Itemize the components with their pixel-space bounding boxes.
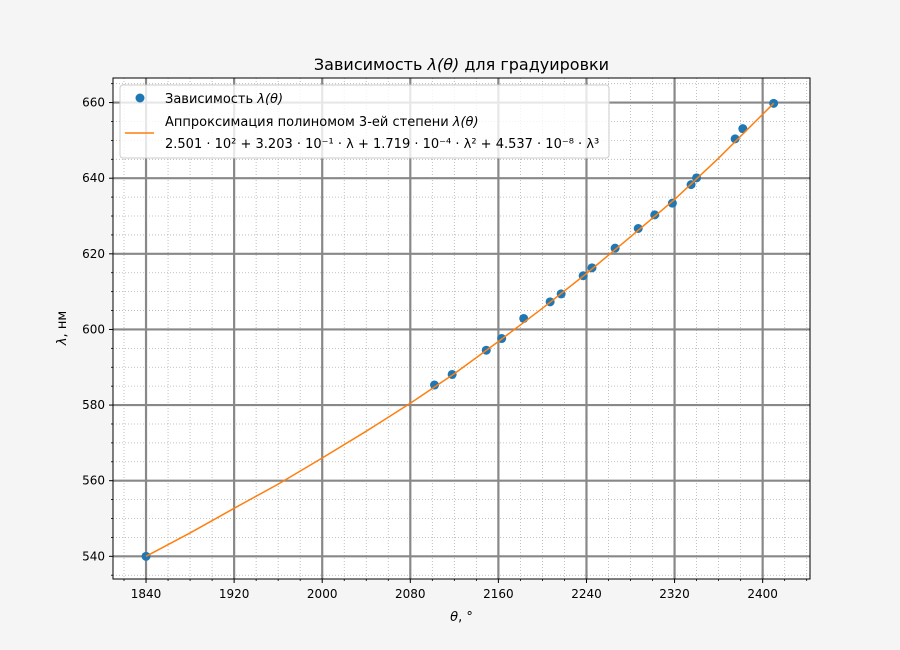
legend-label-fit: Аппроксимация полиномом 3-ей степени λ(θ…: [165, 115, 479, 130]
y-tick-label: 640: [82, 171, 105, 185]
legend: Зависимость λ(θ) Аппроксимация полиномом…: [119, 84, 610, 159]
y-tick-label: 540: [82, 549, 105, 563]
x-tick-label: 2400: [747, 587, 778, 601]
y-axis-label: λ, нм: [55, 311, 70, 346]
major-grid: [113, 78, 810, 579]
x-tick-label: 2320: [659, 587, 690, 601]
legend-marker-points: [135, 93, 145, 103]
y-tick-label: 620: [82, 247, 105, 261]
data-point: [730, 134, 740, 144]
y-tick-label: 580: [82, 398, 105, 412]
x-tick-label: 1920: [219, 587, 250, 601]
x-tick-label: 1840: [131, 587, 162, 601]
legend-box: [119, 84, 610, 159]
data-point: [430, 380, 440, 390]
minor-grid: [113, 78, 810, 579]
plot-frame: [112, 77, 811, 580]
x-axis-label: θ, °: [450, 610, 473, 625]
x-tick-label: 2160: [483, 587, 514, 601]
y-tick-label: 560: [82, 474, 105, 488]
y-tick-label: 600: [82, 322, 105, 336]
x-tick-label: 2080: [395, 587, 426, 601]
y-tick-label: 660: [82, 96, 105, 110]
data-point: [667, 198, 677, 208]
data-point: [633, 223, 643, 233]
x-tick-label: 2240: [571, 587, 602, 601]
x-tick-label: 2000: [307, 587, 338, 601]
data-point: [610, 243, 620, 253]
legend-label-points: Зависимость λ(θ): [165, 92, 283, 107]
chart-title: Зависимость λ(θ) для градуировки: [314, 55, 609, 74]
fit-curve: [145, 102, 775, 557]
plot-series: [141, 98, 779, 561]
axis-ticks: 1840 1920 2000 2080 2160 2240 2320 2400 540 560 58…: [82, 83, 808, 601]
data-point: [650, 210, 660, 220]
legend-label-formula: 2.501 · 10² + 3.203 · 10⁻¹ · λ + 1.719 ·…: [165, 137, 599, 152]
